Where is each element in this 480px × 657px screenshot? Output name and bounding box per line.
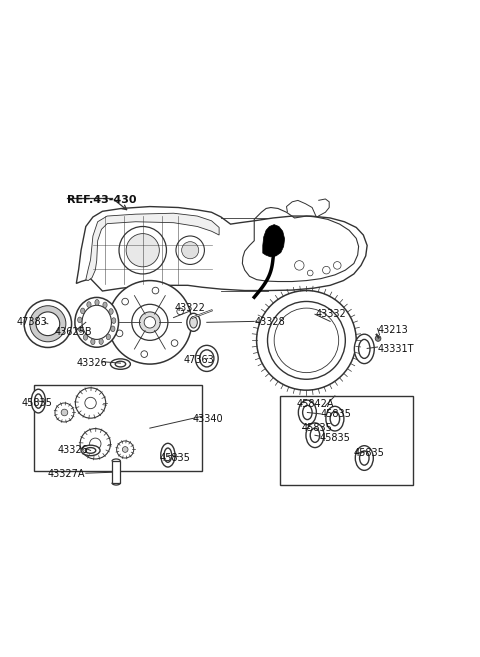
Bar — [34, 386, 202, 471]
Bar — [112, 461, 120, 483]
Text: 43326: 43326 — [76, 358, 107, 368]
Ellipse shape — [360, 451, 369, 465]
Ellipse shape — [190, 317, 197, 328]
Text: 45842A: 45842A — [297, 399, 335, 409]
Ellipse shape — [302, 405, 312, 420]
Circle shape — [122, 447, 128, 452]
Text: 43213: 43213 — [378, 325, 408, 335]
Ellipse shape — [109, 309, 113, 314]
Ellipse shape — [81, 445, 100, 456]
Ellipse shape — [161, 443, 175, 467]
Circle shape — [152, 287, 159, 294]
Text: 43332: 43332 — [316, 309, 347, 319]
Circle shape — [116, 330, 123, 336]
Circle shape — [108, 281, 192, 364]
Text: 45835: 45835 — [354, 448, 385, 459]
Text: 43340: 43340 — [192, 414, 223, 424]
Ellipse shape — [310, 428, 320, 442]
Text: 47363: 47363 — [183, 355, 214, 365]
Text: 45835: 45835 — [301, 423, 333, 433]
Circle shape — [375, 336, 381, 341]
Ellipse shape — [326, 406, 344, 431]
Ellipse shape — [299, 400, 316, 425]
Polygon shape — [263, 225, 285, 257]
Ellipse shape — [111, 326, 115, 332]
Circle shape — [171, 340, 178, 346]
Ellipse shape — [111, 318, 116, 323]
Ellipse shape — [115, 361, 126, 367]
Ellipse shape — [75, 298, 119, 348]
Ellipse shape — [195, 346, 218, 371]
Text: 43327A: 43327A — [48, 469, 85, 479]
Circle shape — [176, 236, 204, 265]
Circle shape — [61, 409, 68, 416]
Text: 43625B: 43625B — [55, 327, 93, 337]
Circle shape — [90, 438, 101, 449]
Circle shape — [141, 351, 147, 357]
Polygon shape — [86, 214, 219, 281]
Text: 45835: 45835 — [321, 409, 351, 419]
Ellipse shape — [84, 334, 88, 340]
Ellipse shape — [106, 334, 110, 340]
Ellipse shape — [99, 339, 103, 344]
Circle shape — [177, 308, 183, 315]
Bar — [280, 396, 413, 485]
Text: 47383: 47383 — [17, 317, 48, 327]
Circle shape — [132, 304, 168, 340]
Ellipse shape — [31, 389, 46, 413]
Ellipse shape — [78, 317, 82, 323]
Ellipse shape — [81, 308, 85, 314]
Circle shape — [117, 441, 134, 458]
Ellipse shape — [330, 411, 340, 426]
Circle shape — [80, 428, 110, 459]
Ellipse shape — [82, 306, 111, 340]
Ellipse shape — [355, 445, 373, 470]
Text: 45835: 45835 — [320, 432, 350, 443]
Ellipse shape — [85, 447, 96, 453]
Text: 43331T: 43331T — [378, 344, 414, 354]
Circle shape — [139, 312, 160, 332]
Text: REF.43-430: REF.43-430 — [67, 195, 136, 206]
Circle shape — [75, 388, 106, 418]
Ellipse shape — [79, 327, 83, 332]
Ellipse shape — [35, 394, 42, 408]
Circle shape — [122, 298, 129, 305]
Ellipse shape — [103, 302, 107, 307]
Circle shape — [267, 302, 345, 379]
Ellipse shape — [91, 339, 95, 344]
Circle shape — [30, 306, 66, 342]
Circle shape — [181, 242, 199, 259]
Circle shape — [126, 234, 159, 267]
Text: 45835: 45835 — [159, 453, 190, 463]
Ellipse shape — [87, 302, 91, 307]
Circle shape — [36, 312, 60, 336]
Ellipse shape — [95, 300, 99, 306]
Text: 43328: 43328 — [254, 317, 285, 327]
Text: 43322: 43322 — [175, 303, 205, 313]
Ellipse shape — [187, 313, 200, 331]
Ellipse shape — [200, 350, 214, 367]
Text: 43326: 43326 — [57, 445, 88, 455]
Ellipse shape — [110, 359, 131, 369]
Ellipse shape — [354, 334, 374, 363]
Circle shape — [119, 227, 167, 274]
Circle shape — [85, 397, 96, 409]
Text: 45835: 45835 — [22, 398, 53, 408]
Circle shape — [55, 403, 74, 422]
Ellipse shape — [359, 340, 370, 358]
Ellipse shape — [306, 423, 324, 447]
Circle shape — [144, 317, 156, 328]
Ellipse shape — [164, 448, 172, 463]
Circle shape — [24, 300, 72, 348]
